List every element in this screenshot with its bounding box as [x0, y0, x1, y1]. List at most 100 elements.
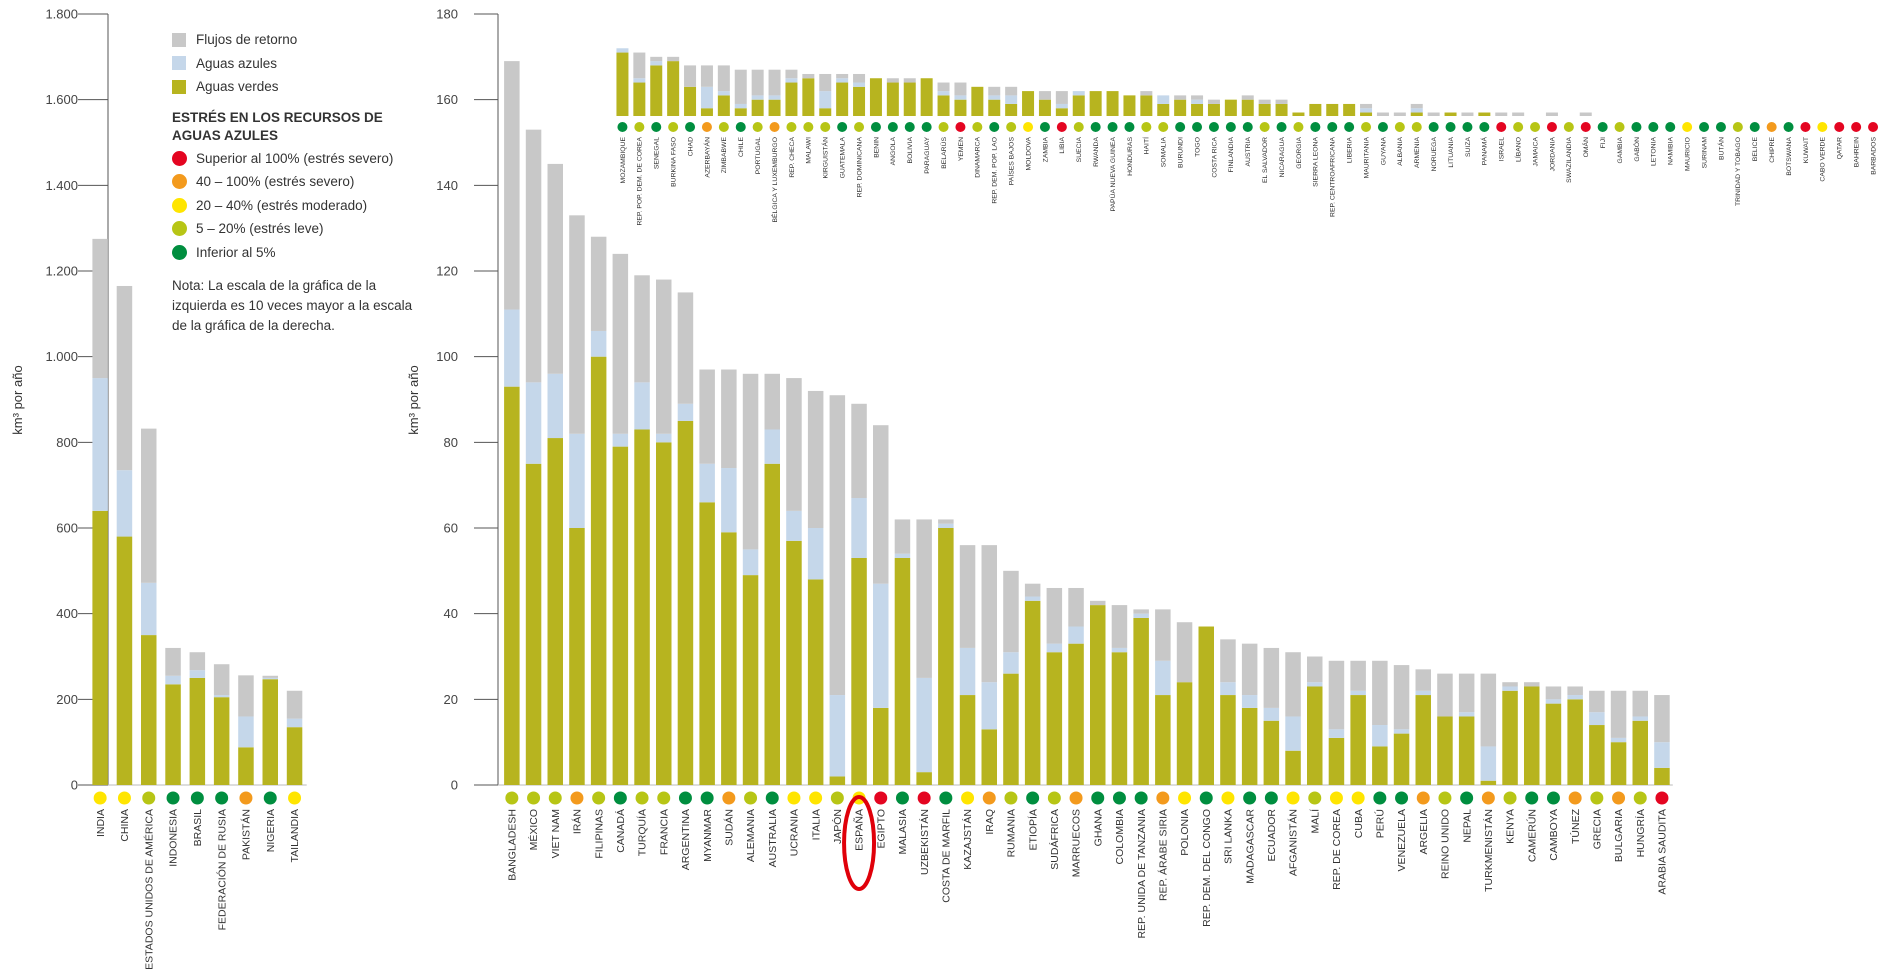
bar-return-estados-unidos-de-america	[141, 428, 157, 583]
bar-return-rep-checa	[785, 69, 798, 79]
bar-return-brasil	[189, 652, 206, 671]
category-label-burundi: BURUNDI	[1178, 137, 1185, 168]
bar-green-zambia	[1038, 99, 1051, 116]
stress-dot-trinidad-y-tobago	[1732, 122, 1743, 132]
stress-dot-guatemala	[837, 122, 848, 132]
bar-blue-costa-de-marfil	[938, 523, 954, 528]
legend: Flujos de retorno Aguas azules Aguas ver…	[172, 28, 432, 336]
stress-dot-sudan	[722, 791, 736, 805]
stress-dot-iraq	[982, 791, 996, 805]
bar-blue-kazajstan	[959, 647, 976, 696]
bar-green-mexico	[525, 463, 542, 785]
bar-return-francia	[656, 279, 672, 434]
bar-green-malasia	[894, 557, 911, 785]
legend-item-blue-water: Aguas azules	[172, 52, 432, 76]
bar-green-etiopia	[1024, 600, 1041, 785]
stress-dot-georgia	[1293, 122, 1304, 132]
bar-blue-alemania	[742, 549, 759, 576]
stress-dot-el-salvador	[1259, 122, 1270, 132]
bar-blue-rep-checa	[785, 78, 798, 83]
stress-dot-jamaica	[1530, 122, 1541, 132]
category-label-turquia: TURQUÍA	[636, 809, 649, 856]
bar-blue-indonesia	[165, 675, 181, 685]
category-label-grecia: GRECIA	[1592, 809, 1604, 849]
bar-blue-mauritania	[1360, 108, 1373, 113]
stress-dot-mali	[1308, 791, 1322, 805]
bar-return-chad	[684, 65, 697, 87]
category-label-barbados: BARBADOS	[1870, 137, 1877, 175]
bar-return-azerbayan	[700, 65, 713, 87]
stress-dot-turkmenistan	[1481, 791, 1495, 805]
bar-green-rep-checa	[785, 82, 798, 116]
category-label-alemania: ALEMANIA	[745, 809, 757, 862]
bar-blue-egipto	[873, 583, 889, 708]
category-label-qatar: QATAR	[1837, 137, 1844, 159]
category-label-malawi: MALAWI	[806, 137, 813, 164]
bar-return-tunez	[1567, 686, 1583, 696]
bar-return-turquia	[634, 275, 650, 383]
bar-green-senegal	[650, 65, 663, 116]
category-label-italia: ITALIA	[810, 809, 822, 840]
bar-green-australia	[764, 463, 780, 785]
bar-return-ucrania	[786, 378, 802, 511]
category-label-yemen: YEMEN	[958, 137, 965, 161]
y-tick-label: 20	[444, 692, 458, 707]
bar-green-ecuador	[1263, 720, 1280, 785]
bar-green-chad	[684, 86, 697, 116]
category-label-arabia-saudita: ARABIA SAUDITA	[1657, 809, 1669, 895]
bar-blue-togo	[1191, 99, 1204, 104]
category-label-jamaica: JAMAICA	[1532, 137, 1539, 167]
stress-item-5-20: 5 – 20% (estrés leve)	[172, 217, 432, 241]
bar-blue-rep-de-corea	[1328, 729, 1345, 738]
bar-green-tunez	[1567, 699, 1583, 785]
bar-green-tailandia	[286, 727, 303, 785]
stress-dot-somalia	[1158, 122, 1169, 132]
category-label-sri-lanka: SRI LANKA	[1223, 809, 1235, 864]
stress-dot-myanmar	[700, 791, 714, 805]
stress-dot-uzbekistan	[917, 791, 931, 805]
stress-dot-dinamarca	[972, 122, 983, 132]
category-label-india: INDIA	[95, 809, 107, 837]
stress-dot-madagascar	[1243, 791, 1257, 805]
category-label-botswana: BOTSWANA	[1786, 137, 1793, 176]
category-label-chipre: CHIPRE	[1769, 137, 1776, 163]
stress-dot-burundi	[1175, 122, 1186, 132]
bar-blue-turkmenistan	[1480, 746, 1497, 781]
bar-green-costa-rica	[1207, 103, 1220, 116]
bar-return-chile	[734, 69, 747, 104]
category-label-afganistan: AFGANISTÁN	[1287, 809, 1300, 876]
category-label-bahrein: BAHREIN	[1854, 137, 1861, 167]
category-label-mexico: MÉXICO	[527, 809, 540, 850]
stress-dot-fiji	[1597, 122, 1608, 132]
stress-dot-red	[172, 150, 187, 166]
bar-blue-sri-lanka	[1220, 682, 1236, 696]
category-label-finlandia: FINLANDIA	[1228, 137, 1235, 173]
stress-dot-finlandia	[1225, 122, 1236, 132]
bar-blue-uzbekistan	[916, 677, 932, 773]
bar-blue-brasil	[189, 670, 206, 678]
chart-inset: MOZAMBIQUE REP. POP. DEM. DE COREA SENEGAL…	[616, 48, 1879, 226]
bar-green-cuba	[1350, 695, 1366, 785]
stress-dot-marruecos	[1069, 791, 1083, 805]
bar-return-mali	[1307, 656, 1323, 683]
stress-dot-argentina	[678, 791, 692, 805]
bar-blue-etiopia	[1024, 596, 1041, 601]
stress-dot-ucrania	[787, 791, 801, 805]
bar-blue-suecia	[1072, 91, 1085, 96]
category-label-federacion-de-rusia: FEDERACIÓN DE RUSIA	[215, 809, 228, 930]
bar-green-chile	[734, 108, 747, 116]
bar-green-yemen	[954, 99, 967, 116]
category-label-camboya: CAMBOYA	[1548, 809, 1560, 861]
bar-return-albania	[1393, 112, 1406, 116]
stress-dot-alemania	[744, 791, 758, 805]
bar-green-viet-nam	[547, 438, 563, 785]
bar-blue-australia	[764, 429, 780, 464]
bar-blue-federacion-de-rusia	[213, 695, 230, 698]
category-label-camerun: CAMERÚN	[1525, 809, 1538, 862]
bar-blue-mexico	[525, 382, 542, 464]
bar-green-burundi	[1174, 99, 1187, 116]
stress-dot-noruega	[1428, 122, 1439, 132]
bar-return-pakistan	[238, 675, 254, 717]
stress-dot-pakistan	[239, 791, 253, 805]
